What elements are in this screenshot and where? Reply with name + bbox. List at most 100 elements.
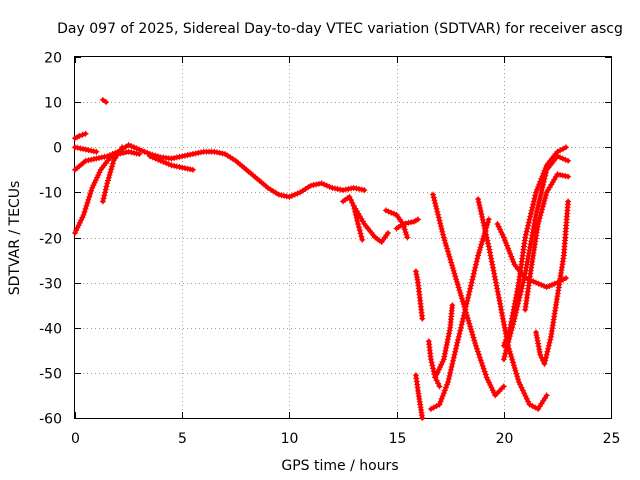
data-point bbox=[542, 195, 549, 202]
x-tick-label: 25 bbox=[603, 431, 621, 447]
data-point bbox=[538, 209, 545, 216]
data-point bbox=[475, 252, 482, 259]
data-point bbox=[498, 229, 505, 236]
data-point bbox=[536, 196, 543, 203]
data-point bbox=[454, 339, 461, 346]
data-point bbox=[440, 234, 447, 241]
data-point bbox=[82, 157, 89, 164]
data-point bbox=[458, 292, 465, 299]
data-point bbox=[108, 166, 115, 173]
data-point bbox=[382, 207, 389, 214]
data-point bbox=[494, 285, 501, 292]
data-point bbox=[275, 191, 282, 198]
data-point bbox=[549, 281, 555, 288]
data-point bbox=[432, 203, 439, 210]
data-point bbox=[486, 379, 493, 386]
data-point bbox=[447, 366, 454, 373]
data-point bbox=[448, 259, 455, 266]
data-point bbox=[517, 381, 524, 388]
data-point bbox=[443, 242, 450, 249]
data-point bbox=[432, 374, 439, 381]
data-point bbox=[460, 301, 467, 308]
data-point bbox=[413, 271, 420, 278]
data-point bbox=[435, 366, 442, 373]
data-point bbox=[404, 234, 411, 241]
data-point bbox=[447, 369, 454, 376]
data-point bbox=[437, 364, 444, 371]
data-point bbox=[513, 370, 520, 377]
data-point bbox=[435, 380, 442, 387]
data-point bbox=[446, 327, 453, 334]
data-point bbox=[109, 160, 116, 167]
data-point bbox=[535, 280, 542, 287]
data-point bbox=[438, 361, 445, 368]
data-point bbox=[283, 193, 290, 200]
y-axis-label: SDTVAR / TECUs bbox=[7, 181, 23, 296]
data-point bbox=[96, 155, 103, 161]
data-point bbox=[72, 230, 78, 236]
data-point bbox=[502, 239, 509, 246]
data-point bbox=[490, 267, 497, 274]
data-point bbox=[388, 209, 395, 216]
data-point bbox=[502, 350, 509, 357]
data-point bbox=[447, 256, 454, 263]
data-point bbox=[88, 156, 95, 163]
data-point bbox=[492, 279, 499, 286]
data-point bbox=[506, 333, 513, 340]
data-point bbox=[455, 333, 462, 340]
data-point bbox=[489, 261, 496, 268]
data-point bbox=[536, 215, 543, 222]
data-point bbox=[90, 182, 97, 189]
data-point bbox=[495, 223, 502, 230]
data-point bbox=[506, 336, 513, 342]
data-point bbox=[76, 219, 83, 226]
data-point bbox=[504, 242, 510, 249]
data-point bbox=[506, 248, 513, 254]
data-point bbox=[355, 224, 362, 231]
data-point bbox=[542, 172, 549, 179]
data-point bbox=[525, 222, 532, 229]
data-point bbox=[125, 142, 132, 148]
data-point bbox=[515, 376, 521, 383]
series-arc-1 bbox=[72, 142, 368, 200]
data-point bbox=[454, 278, 460, 285]
x-axis-ticks: 0 5 10 15 20 25 bbox=[71, 57, 620, 447]
data-point bbox=[445, 333, 452, 340]
data-point bbox=[500, 356, 507, 363]
data-point bbox=[473, 258, 480, 265]
data-point bbox=[444, 245, 451, 252]
data-point bbox=[168, 162, 175, 169]
data-point bbox=[467, 323, 474, 330]
data-point bbox=[439, 393, 446, 399]
data-point bbox=[523, 228, 530, 235]
data-point bbox=[488, 384, 495, 391]
data-point bbox=[104, 180, 111, 187]
data-point bbox=[505, 338, 512, 345]
data-point bbox=[435, 214, 442, 221]
data-point bbox=[509, 356, 516, 363]
data-point bbox=[518, 285, 525, 292]
data-point bbox=[543, 284, 550, 291]
data-point bbox=[214, 149, 220, 156]
data-point bbox=[187, 166, 194, 173]
data-point bbox=[494, 221, 501, 227]
data-point bbox=[565, 157, 572, 164]
data-point bbox=[141, 148, 148, 155]
data-series bbox=[72, 96, 572, 421]
data-point bbox=[307, 182, 314, 189]
data-point bbox=[534, 186, 540, 193]
data-point bbox=[509, 256, 516, 263]
data-point bbox=[475, 351, 482, 358]
data-point bbox=[455, 284, 462, 291]
y-tick-label: 20 bbox=[44, 51, 62, 67]
data-point bbox=[466, 288, 473, 295]
data-point bbox=[467, 285, 474, 292]
data-point bbox=[82, 205, 89, 212]
data-point bbox=[102, 189, 108, 196]
data-point bbox=[516, 294, 523, 301]
data-point bbox=[481, 225, 488, 232]
data-point bbox=[493, 282, 500, 289]
data-point bbox=[80, 145, 86, 152]
data-point bbox=[518, 288, 524, 295]
data-point bbox=[472, 261, 479, 268]
